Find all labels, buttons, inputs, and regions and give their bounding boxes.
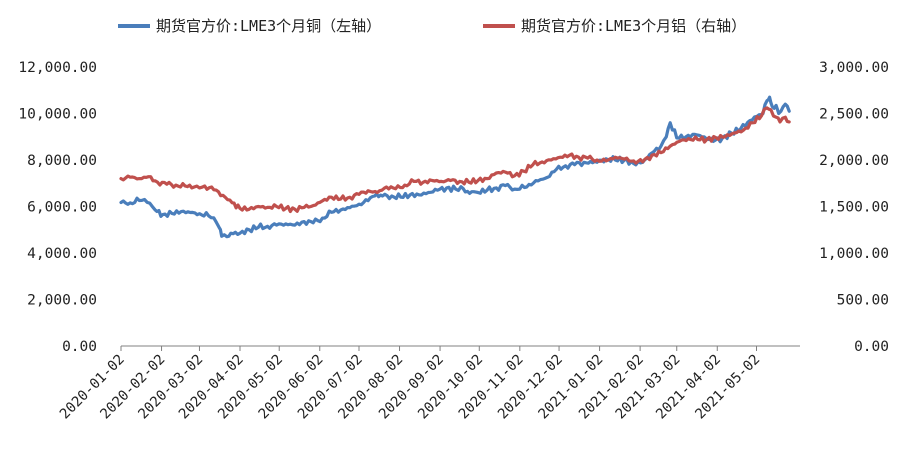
left-tick-label: 4,000.00 (27, 246, 97, 262)
legend-label-aluminum: 期货官方价:LME3个月铝（右轴） (521, 17, 746, 35)
right-tick-label: 0.00 (854, 339, 889, 355)
left-axis: 0.00 2,000.00 4,000.00 6,000.00 8,000.00 10,0… (18, 60, 97, 355)
legend-label-copper: 期货官方价:LME3个月铜（左轴） (156, 17, 381, 35)
right-tick-label: 1,000.00 (819, 246, 889, 262)
left-tick-label: 10,000.00 (18, 107, 97, 123)
right-tick-label: 500.00 (837, 293, 889, 309)
x-axis: 2020-01-022020-02-022020-03-022020-04-02… (57, 345, 800, 422)
left-tick-label: 6,000.00 (27, 200, 97, 216)
right-tick-label: 2,500.00 (819, 107, 889, 123)
left-tick-label: 12,000.00 (18, 60, 97, 76)
legend: 期货官方价:LME3个月铜（左轴） 期货官方价:LME3个月铝（右轴） (118, 17, 746, 35)
left-tick-label: 0.00 (62, 339, 97, 355)
series-line-aluminum (119, 106, 791, 214)
series-layer (119, 95, 791, 239)
right-tick-label: 2,000.00 (819, 153, 889, 169)
left-tick-label: 2,000.00 (27, 293, 97, 309)
right-tick-label: 3,000.00 (819, 60, 889, 76)
right-tick-label: 1,500.00 (819, 200, 889, 216)
right-axis: 0.00 500.00 1,000.00 1,500.00 2,000.00 2,500.… (819, 60, 889, 355)
left-tick-label: 8,000.00 (27, 153, 97, 169)
series-line-copper (119, 95, 791, 239)
